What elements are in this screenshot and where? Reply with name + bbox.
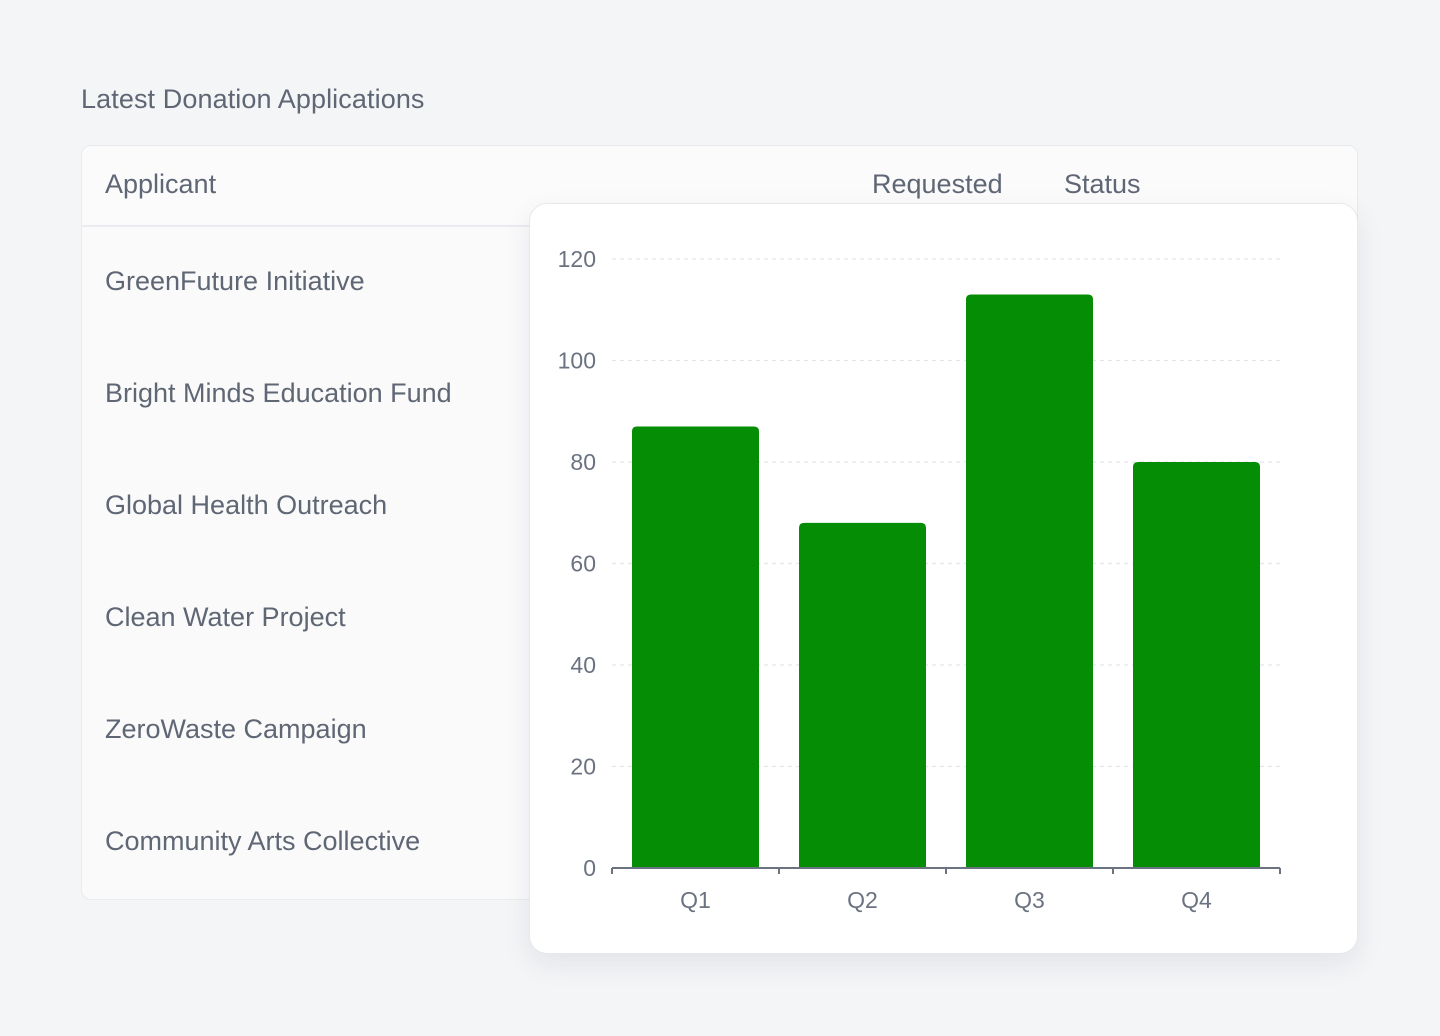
y-axis-ticks: 0 20 40 60 80 100 120 bbox=[558, 246, 596, 881]
y-tick-label: 60 bbox=[570, 551, 596, 577]
x-tick-label: Q3 bbox=[1014, 887, 1045, 913]
x-tick-label: Q1 bbox=[680, 887, 711, 913]
x-tick-label: Q2 bbox=[847, 887, 878, 913]
y-tick-label: 100 bbox=[558, 348, 596, 374]
table-row[interactable]: GreenFuture Initiative bbox=[105, 266, 365, 296]
y-tick-label: 0 bbox=[583, 855, 596, 881]
column-header-applicant[interactable]: Applicant bbox=[105, 169, 217, 199]
y-tick-label: 20 bbox=[570, 754, 596, 780]
bar-q1[interactable] bbox=[632, 426, 759, 868]
x-axis-ticks: Q1 Q2 Q3 Q4 bbox=[680, 887, 1212, 913]
table-row[interactable]: Global Health Outreach bbox=[105, 490, 388, 520]
table-row[interactable]: Clean Water Project bbox=[105, 602, 346, 632]
bar-q4[interactable] bbox=[1133, 462, 1260, 868]
table-row[interactable]: Community Arts Collective bbox=[105, 826, 421, 856]
x-tick-label: Q4 bbox=[1181, 887, 1212, 913]
bar-chart: 0 20 40 60 80 100 120 Q1 Q2 Q3 Q4 bbox=[558, 246, 1281, 913]
y-tick-label: 40 bbox=[570, 652, 596, 678]
table-row[interactable]: Bright Minds Education Fund bbox=[105, 378, 452, 408]
bar-q3[interactable] bbox=[966, 294, 1093, 868]
bar-q2[interactable] bbox=[799, 522, 926, 868]
x-axis bbox=[611, 867, 1281, 874]
table-row[interactable]: ZeroWaste Campaign bbox=[105, 714, 367, 744]
y-tick-label: 120 bbox=[558, 246, 596, 272]
section-title: Latest Donation Applications bbox=[81, 84, 425, 114]
column-header-status[interactable]: Status bbox=[1064, 169, 1141, 199]
y-tick-label: 80 bbox=[570, 449, 596, 475]
chart-popover: 0 20 40 60 80 100 120 Q1 Q2 Q3 Q4 bbox=[529, 203, 1358, 954]
column-header-requested[interactable]: Requested bbox=[872, 169, 1003, 199]
bars bbox=[632, 294, 1260, 868]
